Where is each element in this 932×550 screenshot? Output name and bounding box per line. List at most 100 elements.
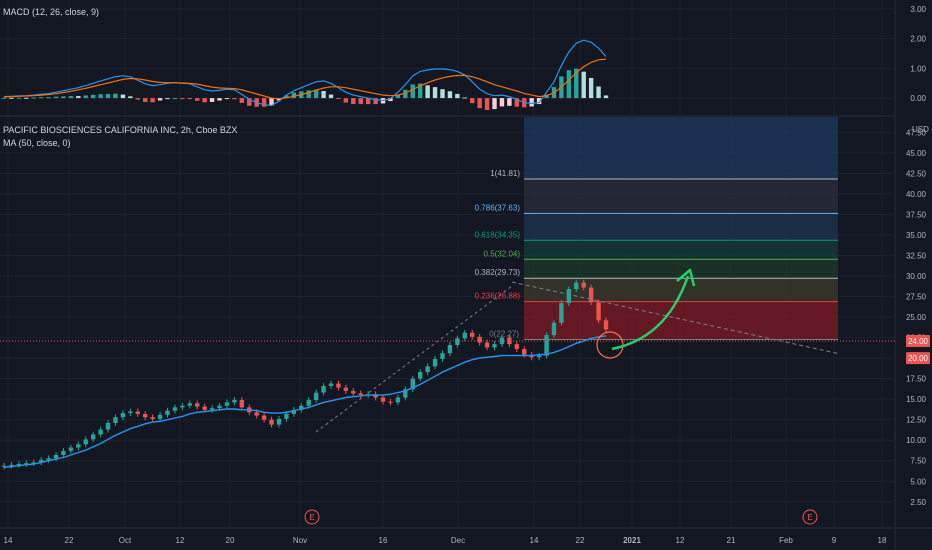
trendline-upper[interactable] <box>315 285 513 433</box>
candle-body[interactable] <box>551 322 557 336</box>
candle-body[interactable] <box>90 434 96 440</box>
candle-body[interactable] <box>417 372 423 379</box>
candle-body[interactable] <box>254 412 259 416</box>
candle-body[interactable] <box>358 393 363 396</box>
candle-body[interactable] <box>128 411 133 414</box>
candle-body[interactable] <box>484 342 490 348</box>
candle-body[interactable] <box>410 378 415 390</box>
price-tick-label: 47.50 <box>906 128 927 137</box>
candle-body[interactable] <box>165 410 170 415</box>
candle-body[interactable] <box>588 287 594 303</box>
candle-body[interactable] <box>470 332 475 337</box>
macd-histogram-bar <box>202 98 207 103</box>
candle-body[interactable] <box>150 417 155 419</box>
candle-body[interactable] <box>291 409 297 414</box>
candle-body[interactable] <box>24 463 29 465</box>
candle-body[interactable] <box>76 444 81 448</box>
candle-body[interactable] <box>507 337 512 345</box>
candle-body[interactable] <box>46 458 51 460</box>
macd-line[interactable] <box>3 39 607 107</box>
candle-body[interactable] <box>105 422 111 430</box>
candle-body[interactable] <box>380 397 386 402</box>
candle-body[interactable] <box>180 405 185 408</box>
candle-body[interactable] <box>143 413 148 418</box>
candle-body[interactable] <box>276 418 282 425</box>
candle-body[interactable] <box>522 349 527 355</box>
candle-body[interactable] <box>120 413 126 418</box>
candle-body[interactable] <box>217 405 222 409</box>
candle-body[interactable] <box>462 332 467 339</box>
candle-body[interactable] <box>306 399 311 406</box>
candle-body[interactable] <box>61 450 66 455</box>
candle-body[interactable] <box>261 415 267 420</box>
candle-body[interactable] <box>172 407 178 411</box>
candle-body[interactable] <box>269 419 274 425</box>
candle-body[interactable] <box>157 414 163 419</box>
projection-arrow[interactable] <box>611 275 690 351</box>
candle-body[interactable] <box>1 465 7 467</box>
candle-body[interactable] <box>477 336 482 343</box>
symbol-title[interactable]: PACIFIC BIOSCIENCES CALIFORNIA INC, 2h, … <box>3 125 238 135</box>
candle-body[interactable] <box>68 447 74 451</box>
candle-body[interactable] <box>447 344 453 354</box>
candle-body[interactable] <box>574 282 579 290</box>
candle-body[interactable] <box>351 390 356 394</box>
candle-body[interactable] <box>395 397 401 403</box>
candle-body[interactable] <box>343 387 349 391</box>
candle-body[interactable] <box>284 413 289 419</box>
candle-body[interactable] <box>328 383 334 387</box>
candle-body[interactable] <box>202 406 207 410</box>
signal-line[interactable] <box>3 58 607 100</box>
candle-body[interactable] <box>566 289 572 304</box>
ma-legend[interactable]: MA (50, close, 0) <box>3 138 71 148</box>
candle-body[interactable] <box>536 355 542 358</box>
candle-body[interactable] <box>9 464 14 466</box>
candle-body[interactable] <box>403 389 408 398</box>
candle-body[interactable] <box>559 303 564 323</box>
candle-body[interactable] <box>31 462 36 464</box>
candle-body[interactable] <box>98 429 103 435</box>
moving-average-series[interactable] <box>3 335 607 468</box>
macd-title: MACD (12, 26, close, 9) <box>3 7 100 17</box>
earnings-marker-label: E <box>807 513 812 522</box>
candle-body[interactable] <box>425 366 430 373</box>
candle-body[interactable] <box>432 358 438 367</box>
candle-body[interactable] <box>373 394 378 398</box>
candle-body[interactable] <box>299 405 304 410</box>
candle-body[interactable] <box>16 464 22 466</box>
candle-body[interactable] <box>321 386 326 393</box>
candle-body[interactable] <box>492 344 497 348</box>
earnings-marker[interactable] <box>802 509 818 525</box>
candle-body[interactable] <box>83 439 88 445</box>
candle-body[interactable] <box>440 353 445 359</box>
candle-body[interactable] <box>514 344 520 350</box>
candle-body[interactable] <box>38 459 44 463</box>
earnings-marker[interactable] <box>304 509 320 525</box>
candle-body[interactable] <box>544 335 549 356</box>
macd-indicator[interactable] <box>1 39 609 110</box>
candle-body[interactable] <box>455 338 460 345</box>
fibonacci-levels[interactable]: 0(22.27) 0.236(26.88) 0.382(29.73) 0.5(32.0… <box>475 169 838 340</box>
candle-body[interactable] <box>113 417 118 423</box>
candle-body[interactable] <box>187 403 193 406</box>
candle-body[interactable] <box>224 402 230 406</box>
candle-body[interactable] <box>232 399 237 403</box>
macd-histogram-bar <box>68 96 74 99</box>
candle-body[interactable] <box>313 392 319 400</box>
macd-histogram-bar <box>358 98 363 105</box>
candle-body[interactable] <box>209 408 215 410</box>
drawings[interactable] <box>0 268 895 433</box>
candle-body[interactable] <box>195 403 200 407</box>
time-tick-label: 12 <box>176 536 185 545</box>
ma50-line[interactable] <box>3 335 607 468</box>
candle-body[interactable] <box>596 302 601 321</box>
candle-body[interactable] <box>581 282 586 288</box>
candle-body[interactable] <box>336 383 341 388</box>
candle-body[interactable] <box>239 399 245 408</box>
candle-body[interactable] <box>603 320 609 330</box>
candle-body[interactable] <box>135 411 140 414</box>
candle-body[interactable] <box>53 454 59 459</box>
candle-body[interactable] <box>388 401 393 403</box>
